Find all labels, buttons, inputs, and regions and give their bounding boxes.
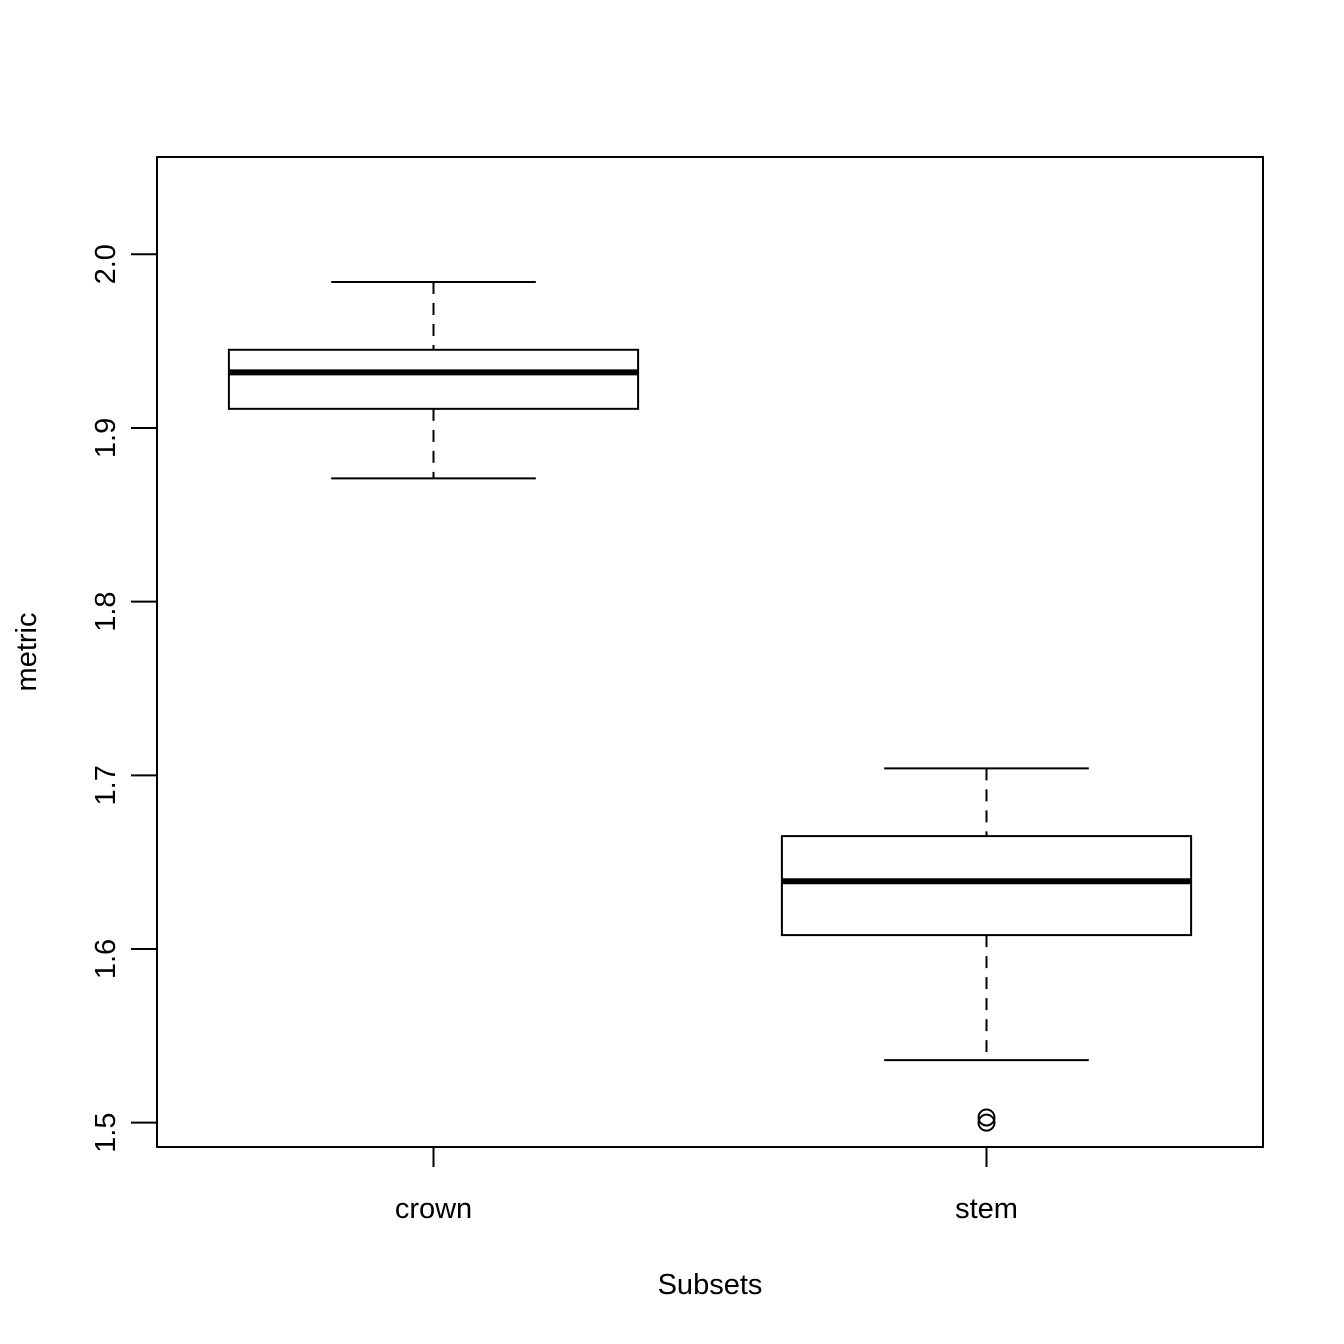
y-tick-label: 1.7 (90, 765, 122, 805)
y-axis-label: metric (11, 613, 43, 692)
outlier (977, 1108, 996, 1127)
x-axis-label: Subsets (658, 1269, 763, 1301)
outlier (977, 1113, 996, 1132)
x-tick-label: crown (395, 1193, 472, 1225)
y-tick-label: 1.9 (90, 418, 122, 458)
plot-frame (156, 156, 1264, 1148)
box (227, 348, 640, 410)
x-tick-label: stem (955, 1193, 1018, 1225)
y-tick-label: 2.0 (90, 244, 122, 284)
y-tick-label: 1.5 (90, 1113, 122, 1153)
y-tick-label: 1.6 (90, 939, 122, 979)
box (780, 835, 1193, 937)
y-tick-label: 1.8 (90, 591, 122, 631)
